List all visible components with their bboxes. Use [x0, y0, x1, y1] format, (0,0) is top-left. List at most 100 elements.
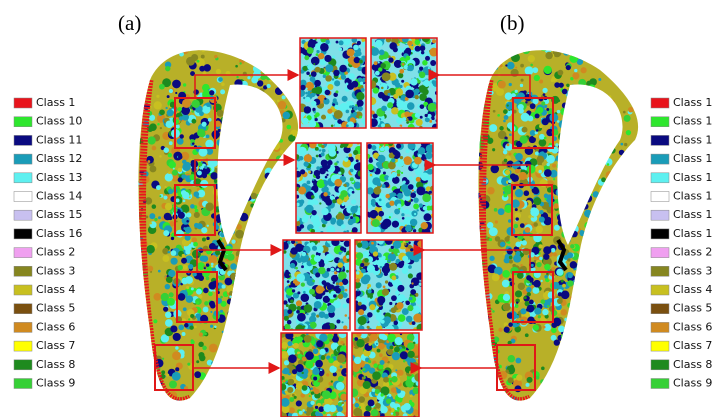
- texture: [578, 274, 585, 281]
- texture: [494, 66, 498, 70]
- texture: [261, 66, 264, 69]
- texture: [323, 404, 331, 412]
- texture: [169, 141, 173, 145]
- texture: [133, 246, 139, 252]
- texture: [561, 291, 570, 300]
- texture: [367, 287, 369, 289]
- texture: [272, 268, 280, 276]
- texture: [244, 300, 249, 305]
- texture: [243, 351, 246, 354]
- texture: [542, 118, 549, 125]
- texture: [190, 158, 192, 160]
- texture: [337, 406, 343, 412]
- texture: [574, 384, 578, 388]
- texture: [242, 266, 248, 272]
- texture: [544, 194, 549, 199]
- texture: [425, 152, 432, 159]
- texture: [367, 312, 373, 318]
- texture: [561, 345, 567, 351]
- texture: [151, 63, 154, 66]
- texture: [277, 100, 280, 103]
- texture: [473, 348, 479, 354]
- texture: [627, 58, 634, 65]
- texture: [631, 174, 640, 183]
- texture: [203, 288, 209, 294]
- texture: [262, 207, 267, 212]
- texture: [295, 325, 304, 334]
- texture: [618, 161, 621, 164]
- legend-label: Class 8: [36, 358, 75, 371]
- texture: [584, 350, 588, 354]
- texture: [572, 44, 580, 52]
- texture: [268, 224, 277, 233]
- texture: [625, 242, 634, 251]
- texture: [621, 50, 630, 59]
- texture: [396, 302, 403, 309]
- texture: [309, 395, 311, 397]
- texture: [310, 401, 314, 405]
- texture: [622, 354, 625, 357]
- texture: [507, 235, 510, 238]
- texture: [430, 206, 435, 211]
- texture: [547, 305, 549, 307]
- legend-label: Class 7: [36, 339, 75, 352]
- texture: [197, 129, 205, 137]
- texture: [129, 341, 133, 345]
- texture: [566, 327, 569, 330]
- texture: [340, 365, 343, 368]
- texture: [281, 398, 290, 407]
- texture: [290, 263, 295, 268]
- texture: [229, 296, 231, 298]
- texture: [168, 216, 172, 220]
- texture: [331, 380, 333, 382]
- texture: [629, 365, 632, 368]
- texture: [247, 288, 255, 296]
- texture: [244, 355, 248, 359]
- texture: [470, 157, 474, 161]
- texture: [316, 53, 319, 56]
- texture: [640, 368, 643, 371]
- texture: [559, 394, 564, 399]
- texture: [235, 230, 244, 239]
- texture: [638, 363, 645, 370]
- texture: [515, 358, 521, 364]
- texture: [394, 209, 400, 215]
- texture: [182, 254, 185, 257]
- texture: [541, 391, 544, 394]
- texture: [308, 171, 311, 174]
- texture: [490, 165, 499, 174]
- texture: [636, 288, 643, 295]
- legend-swatch: [14, 210, 32, 220]
- texture: [387, 259, 390, 262]
- texture: [221, 380, 228, 387]
- legend-label: Class 16: [36, 227, 82, 240]
- texture: [214, 325, 217, 328]
- texture: [266, 84, 270, 88]
- texture: [191, 110, 193, 112]
- texture: [599, 270, 605, 276]
- texture: [341, 224, 346, 229]
- texture: [243, 280, 250, 287]
- texture: [618, 50, 621, 53]
- texture: [430, 60, 436, 66]
- texture: [516, 306, 518, 308]
- texture: [315, 41, 317, 43]
- texture: [297, 313, 306, 322]
- legend-swatch: [651, 154, 669, 164]
- texture: [625, 202, 628, 205]
- texture: [532, 287, 539, 294]
- texture: [473, 237, 476, 240]
- texture: [407, 342, 414, 349]
- texture: [381, 221, 389, 229]
- texture: [403, 403, 410, 410]
- texture: [508, 219, 511, 222]
- texture: [524, 190, 530, 196]
- texture: [627, 295, 629, 297]
- texture: [589, 56, 592, 59]
- texture: [316, 245, 324, 253]
- texture: [404, 209, 409, 214]
- texture: [321, 159, 328, 166]
- texture: [553, 178, 555, 180]
- texture: [629, 260, 634, 265]
- texture: [310, 125, 312, 127]
